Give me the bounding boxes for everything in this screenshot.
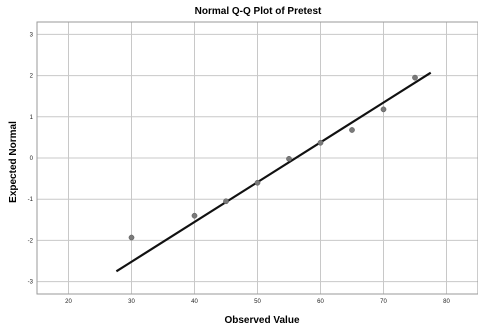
chart-title: Normal Q-Q Plot of Pretest bbox=[195, 6, 322, 17]
data-point bbox=[128, 234, 135, 241]
data-point bbox=[286, 155, 292, 162]
gridlines bbox=[37, 22, 478, 294]
x-tick-label: 60 bbox=[317, 299, 324, 305]
y-tick-label: -2 bbox=[28, 238, 34, 244]
data-point bbox=[349, 127, 355, 133]
y-tick-label: 3 bbox=[30, 32, 34, 38]
x-axis-label: Observed Value bbox=[224, 315, 299, 326]
x-tick-label: 50 bbox=[254, 299, 261, 305]
plot-area-frame bbox=[36, 21, 478, 295]
x-tick-label: 30 bbox=[128, 299, 135, 305]
y-axis-label: Expected Normal bbox=[8, 121, 19, 203]
data-point bbox=[380, 106, 387, 113]
y-tick-label: 0 bbox=[30, 156, 34, 162]
y-tick-label: 1 bbox=[30, 115, 34, 121]
data-point bbox=[191, 212, 198, 219]
y-tick-label: 2 bbox=[30, 74, 34, 80]
x-tick-label: 20 bbox=[65, 299, 72, 305]
data-point bbox=[254, 179, 261, 186]
x-tick-label: 70 bbox=[380, 299, 387, 305]
x-tick-label: 40 bbox=[191, 299, 198, 305]
reference-line bbox=[115, 71, 432, 273]
data-points bbox=[128, 74, 418, 241]
data-point bbox=[412, 74, 418, 81]
tick-labels: 20 30 40 50 60 70 80 3 2 1 0 -1 -2 -3 bbox=[28, 32, 451, 305]
y-tick-label: -1 bbox=[28, 197, 34, 203]
data-point bbox=[223, 198, 229, 205]
y-tick-label: -3 bbox=[28, 280, 34, 286]
data-point bbox=[317, 139, 324, 146]
x-tick-label: 80 bbox=[443, 299, 450, 305]
